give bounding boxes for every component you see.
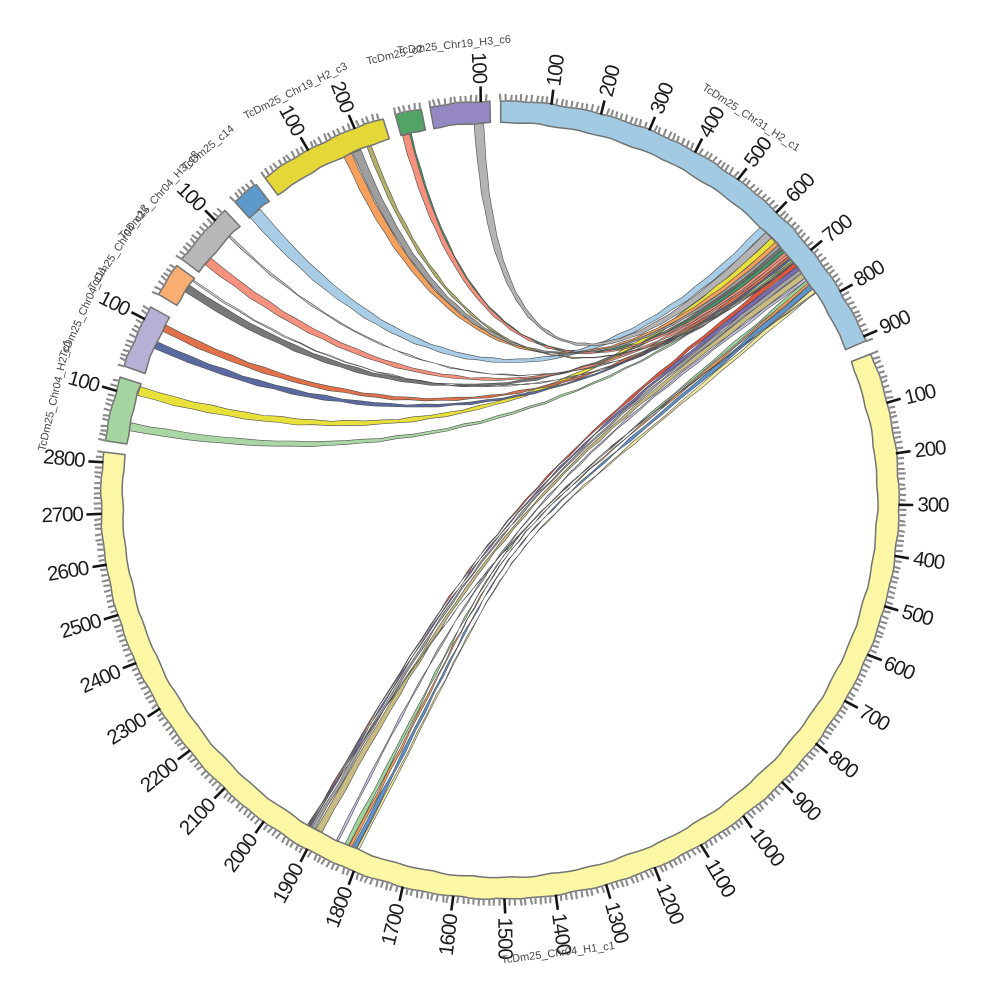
svg-text:100: 100 xyxy=(467,52,492,85)
svg-text:300: 300 xyxy=(917,493,949,516)
svg-text:400: 400 xyxy=(912,547,947,574)
svg-text:1600: 1600 xyxy=(435,913,463,957)
svg-text:100: 100 xyxy=(542,53,569,87)
svg-text:2800: 2800 xyxy=(42,445,86,472)
svg-text:2700: 2700 xyxy=(41,503,84,527)
svg-text:1500: 1500 xyxy=(493,917,516,959)
svg-text:200: 200 xyxy=(913,436,947,463)
